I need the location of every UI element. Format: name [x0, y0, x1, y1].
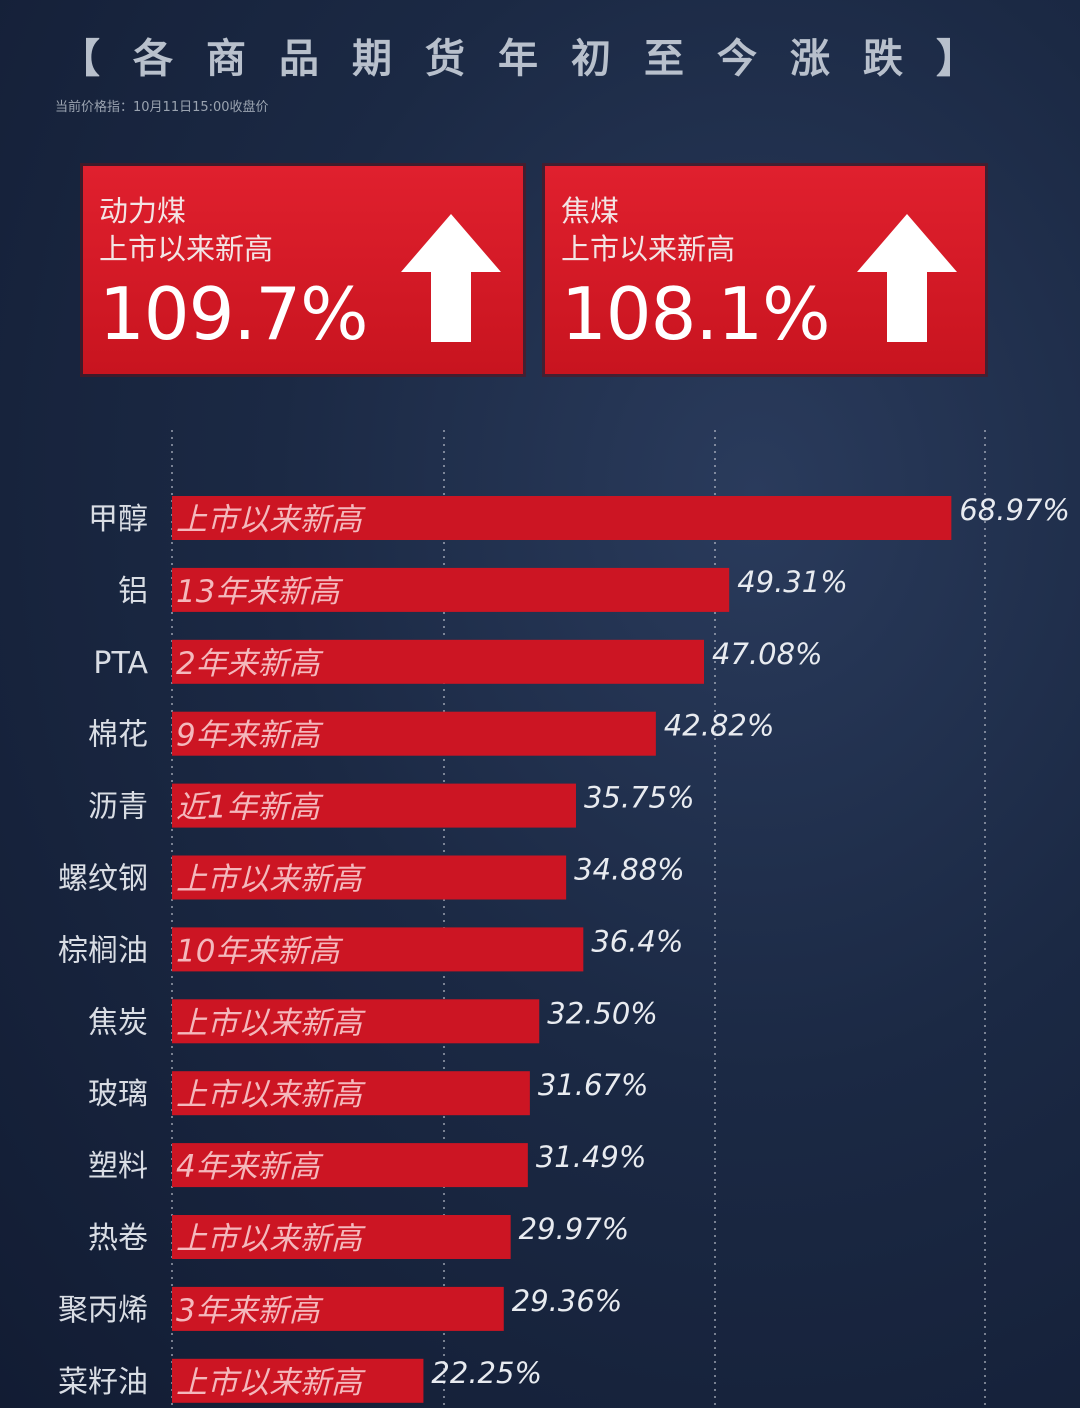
bar [172, 1143, 528, 1188]
bar [172, 1215, 511, 1259]
data-label: 31.49% [536, 1140, 647, 1174]
data-label: 34.88% [574, 853, 685, 887]
bar-annotation: 上市以来新高 [176, 862, 366, 898]
bar [172, 711, 656, 756]
bar [172, 783, 576, 828]
bar [172, 567, 730, 612]
bar [172, 927, 584, 972]
data-label: 42.82% [664, 709, 775, 743]
data-label: 22.25% [431, 1356, 542, 1390]
data-label: 49.31% [737, 565, 848, 599]
bar-annotation: 9年来新高 [176, 718, 324, 754]
data-label: 29.36% [512, 1284, 623, 1318]
bar-annotation: 上市以来新高 [176, 1005, 366, 1041]
category-label: 焦炭 [88, 1005, 148, 1040]
category-label: 螺纹钢 [58, 862, 148, 897]
bar [172, 1358, 424, 1403]
bar [172, 1071, 530, 1116]
data-label: 68.97% [959, 493, 1070, 527]
highlight-card-thermal-coal: 动力煤 上市以来新高 109.7% [83, 166, 523, 374]
bar-annotation: 13年来新高 [176, 574, 343, 610]
category-label: 铝 [118, 574, 148, 609]
bar [172, 496, 952, 540]
highlight-card-coking-coal: 焦煤 上市以来新高 108.1% [545, 166, 985, 374]
category-label: 沥青 [88, 790, 148, 825]
bar-annotation: 上市以来新高 [176, 1365, 366, 1401]
arrow-up-icon [857, 214, 957, 342]
category-label: 菜籽油 [58, 1365, 148, 1400]
bar-annotation: 上市以来新高 [176, 502, 366, 538]
category-label: 热卷 [88, 1221, 148, 1256]
card-commodity-name: 动力煤 [99, 194, 187, 228]
data-label: 31.67% [538, 1068, 649, 1102]
category-label: 棕榈油 [58, 933, 148, 968]
card-commodity-name: 焦煤 [561, 194, 620, 228]
bar [172, 999, 540, 1044]
bar-annotation: 3年来新高 [176, 1293, 324, 1329]
data-label: 47.08% [712, 637, 823, 671]
bar [172, 639, 705, 684]
card-description: 上市以来新高 [99, 232, 274, 266]
bar-annotation: 上市以来新高 [176, 1221, 366, 1257]
arrow-up-icon [401, 214, 501, 342]
category-label: 塑料 [88, 1149, 148, 1184]
category-label: PTA [93, 646, 148, 681]
bar-annotation: 近1年新高 [176, 790, 324, 826]
page-title: 【各商品期货年初至今涨跌】 [60, 36, 1009, 82]
bar-annotation: 2年来新高 [176, 646, 324, 682]
page-subtitle: 当前价格指：10月11日15:00收盘价 [55, 100, 269, 115]
data-label: 36.4% [591, 924, 683, 958]
data-label: 29.97% [519, 1212, 630, 1246]
category-label: 甲醇 [88, 502, 148, 537]
card-value: 108.1% [561, 272, 831, 356]
category-label: 聚丙烯 [58, 1293, 148, 1328]
bar [172, 1286, 504, 1331]
category-label: 棉花 [88, 718, 148, 753]
card-value: 109.7% [99, 272, 369, 356]
card-description: 上市以来新高 [561, 232, 736, 266]
bar-annotation: 4年来新高 [176, 1149, 324, 1185]
bar-annotation: 10年来新高 [176, 933, 343, 969]
data-label: 35.75% [584, 781, 695, 815]
data-label: 32.50% [547, 996, 658, 1030]
bar-annotation: 上市以来新高 [176, 1077, 366, 1113]
category-label: 玻璃 [88, 1077, 148, 1112]
bar [172, 855, 567, 900]
